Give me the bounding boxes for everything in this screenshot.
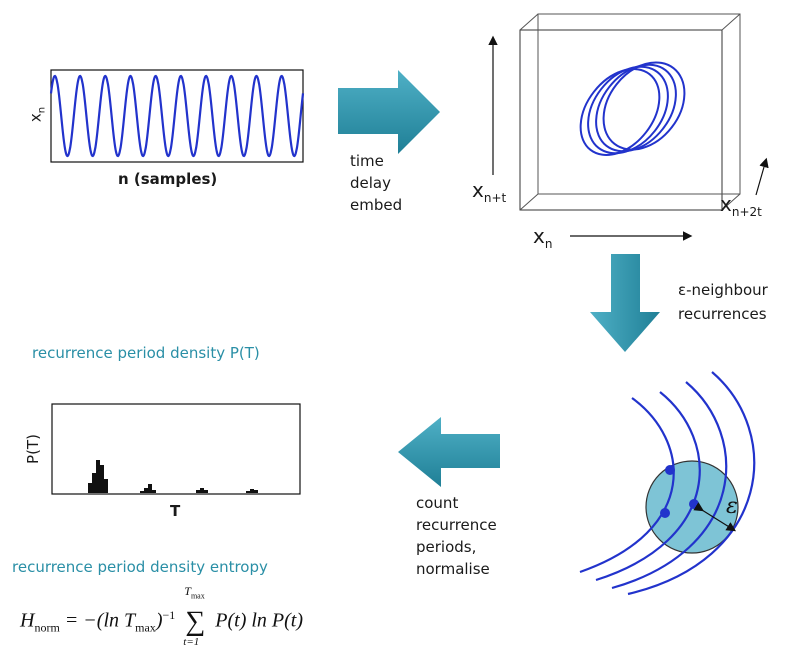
density-ylabel: P(T) [24,434,42,464]
formula-lhs: H [20,609,35,632]
count-periods-label: count recurrence periods, normalise [416,492,497,580]
signal-frame [50,69,304,163]
sum-upper-sub: max [190,591,205,601]
label-line: embed [350,196,403,214]
neighbour-label: ε-neighbour recurrences [678,278,768,326]
formula-eq: = −(ln T [64,609,136,632]
label-line: delay [350,174,391,192]
axis-x-sub: n [544,237,553,251]
label-line: count [416,494,459,512]
density-bar [104,479,108,493]
axis-z-main: x [720,192,732,216]
label-line: normalise [416,560,490,578]
density-bar [246,491,250,493]
arrow-neighbour-recurrences [590,254,660,352]
axis-z-sub: n+2t [731,205,762,219]
label-line: ε-neighbour [678,281,768,299]
entropy-formula: Hnorm = −(ln Tmax)−1 Tmax ∑ t=1 P(t) ln … [20,584,304,648]
density-panel [51,403,301,495]
density-xlabel: T [170,502,181,520]
density-bar [88,483,92,493]
formula-body: P(t) ln P(t) [215,609,304,632]
time-delay-label: time delay embed [350,150,402,216]
density-frame [51,403,301,495]
density-histogram [88,460,258,493]
density-bar [100,465,104,493]
signal-ylabel-sub: n [36,106,48,114]
formula-exponent: −1 [162,607,176,622]
density-bar [96,460,100,493]
density-bar [92,473,96,493]
formula-lhs-sub: norm [34,620,60,635]
signal-xlabel: n (samples) [118,170,218,188]
density-title: recurrence period density P(T) [32,344,260,362]
axis-y-sub: n+t [483,191,507,205]
density-bar [250,489,254,493]
sum-upper-main: T [184,584,191,598]
trajectory-arcs [579,371,756,596]
density-bar [140,491,144,493]
phase-space-axes [488,35,769,241]
axis-x-main: x [533,224,545,248]
axis-x-label: xn [533,224,552,251]
density-bar [152,490,156,493]
sum-upper: Tmax [184,584,204,600]
formula-tmax-sub: max [135,620,156,635]
density-bar [148,484,152,493]
signal-ylabel-main: x [26,113,45,123]
reference-point [689,499,699,509]
axis-y-main: x [472,178,484,202]
entropy-title: recurrence period density entropy [12,558,268,576]
density-bar [196,490,200,493]
axis-z-label: xn+2t [720,192,762,219]
recurrence-point [660,508,670,518]
signal-panel [49,69,305,163]
arrow-time-delay-embed [338,70,440,154]
density-bar [204,490,208,493]
sum-operator: Tmax ∑ t=1 [180,584,210,648]
label-line: recurrences [678,305,767,323]
neighbourhood-illustration [579,371,756,596]
epsilon-radius-arrow [693,502,737,532]
label-line: periods, [416,538,477,556]
density-bar [200,488,204,493]
epsilon-symbol: ε [726,494,738,519]
axis-y-label: xn+t [472,178,506,205]
formula-paren: ) [155,609,163,632]
density-bar [144,488,148,493]
sum-lower: t=1 [183,636,200,648]
signal-ylabel: xn [27,100,48,130]
signal-waveform [49,74,305,158]
sigma-icon: ∑ [185,606,206,637]
recurrence-point [665,465,675,475]
density-bar [254,490,258,493]
label-line: time [350,152,384,170]
arrow-count-periods [398,417,500,487]
phase-space-cube [519,13,741,211]
label-line: recurrence [416,516,497,534]
attractor-loops [579,61,686,156]
axis-z-arrow [755,157,769,196]
